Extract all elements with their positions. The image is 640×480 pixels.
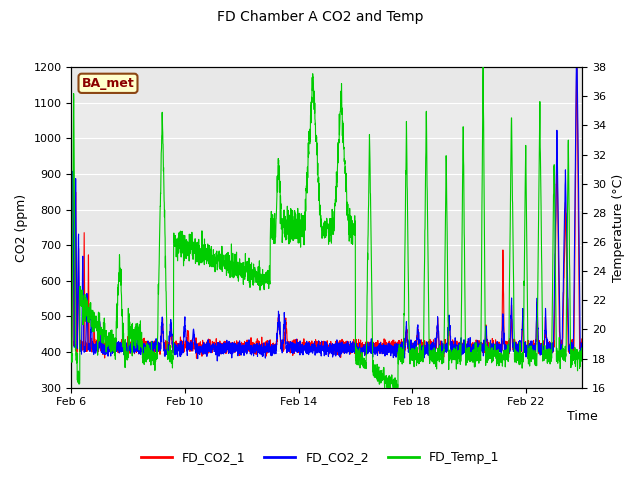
- X-axis label: Time: Time: [567, 410, 598, 423]
- Bar: [72, 103, 582, 138]
- Text: FD Chamber A CO2 and Temp: FD Chamber A CO2 and Temp: [217, 10, 423, 24]
- Y-axis label: CO2 (ppm): CO2 (ppm): [15, 193, 28, 262]
- Legend: FD_CO2_1, FD_CO2_2, FD_Temp_1: FD_CO2_1, FD_CO2_2, FD_Temp_1: [136, 446, 504, 469]
- Y-axis label: Temperature (°C): Temperature (°C): [612, 173, 625, 282]
- Text: BA_met: BA_met: [82, 77, 134, 90]
